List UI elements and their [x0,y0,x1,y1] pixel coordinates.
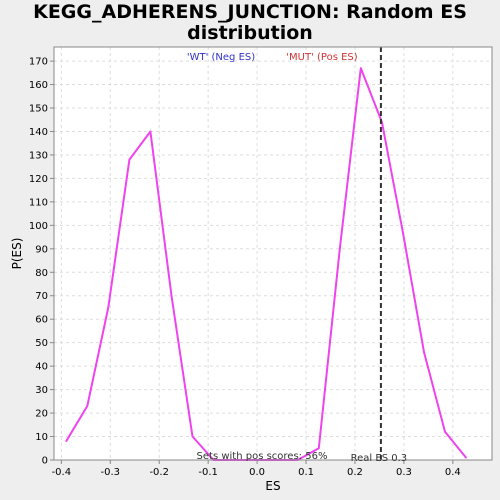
legend-entry-wt: 'WT' (Neg ES) [187,52,255,63]
chart-title-line2: distribution [187,22,313,44]
pos-scores-annotation: Sets with pos scores: 56% [197,451,328,462]
y-tick-label: 40 [35,362,48,373]
y-tick-label: 120 [29,174,48,185]
data-point [149,130,152,133]
data-point [465,456,467,459]
data-point [423,351,425,353]
data-point [170,294,173,297]
data-point [65,440,68,443]
real-es-annotation: Real ES 0.3 [351,453,407,464]
x-tick-label: -0.3 [101,467,121,478]
chart-title: KEGG_ADHERENS_JUNCTION: Random ES distri… [0,2,500,44]
data-point [444,431,446,433]
x-tick-label: -0.1 [198,467,218,478]
x-tick-label: -0.2 [149,467,169,478]
x-tick-label: -0.4 [52,467,72,478]
chart-title-line1: KEGG_ADHERENS_JUNCTION: Random ES [33,1,467,23]
plot-frame [53,46,493,461]
y-tick-label: 80 [35,268,48,279]
y-tick-label: 90 [35,244,48,255]
legend: 'WT' (Neg ES) 'MUT' (Pos ES) [187,52,358,63]
x-tick-label: 0.1 [298,467,314,478]
y-tick-label: 20 [35,409,48,420]
y-axis-label: P(ES) [10,238,24,270]
y-tick-label: 110 [29,197,48,208]
data-point [191,435,194,438]
y-tick-label: 100 [29,221,48,232]
y-axis: 0 10 20 30 40 50 60 70 80 90 100 110 120 130 140 150 160… [29,57,54,467]
x-tick-label: 0.4 [445,467,461,478]
plot-area [54,47,492,460]
x-tick-label: 0.2 [347,467,363,478]
data-point [128,158,131,161]
data-point [86,405,89,407]
legend-entry-mut: 'MUT' (Pos ES) [286,52,357,63]
x-axis: -0.4 -0.3 -0.2 -0.1 0.0 0.1 0.2 0.3 0.4 [52,460,461,478]
y-tick-label: 70 [35,291,48,302]
y-tick-label: 10 [35,432,48,443]
grid-lines [54,47,492,461]
y-tick-label: 150 [29,104,48,115]
y-tick-label: 170 [29,57,48,68]
data-point [402,231,404,234]
y-tick-label: 30 [35,385,48,396]
x-tick-label: 0.0 [249,467,265,478]
data-point [360,67,362,69]
y-tick-label: 50 [35,338,48,349]
y-tick-label: 0 [42,456,48,467]
y-tick-label: 60 [35,315,48,326]
data-point [317,447,320,450]
y-tick-label: 130 [29,150,48,161]
data-point [339,248,341,250]
x-axis-label: ES [265,479,280,493]
y-tick-label: 160 [29,80,48,91]
x-tick-label: 0.3 [396,467,412,478]
data-point [107,306,110,309]
axis-labels: ES P(ES) [10,238,281,493]
y-tick-label: 140 [29,127,48,138]
